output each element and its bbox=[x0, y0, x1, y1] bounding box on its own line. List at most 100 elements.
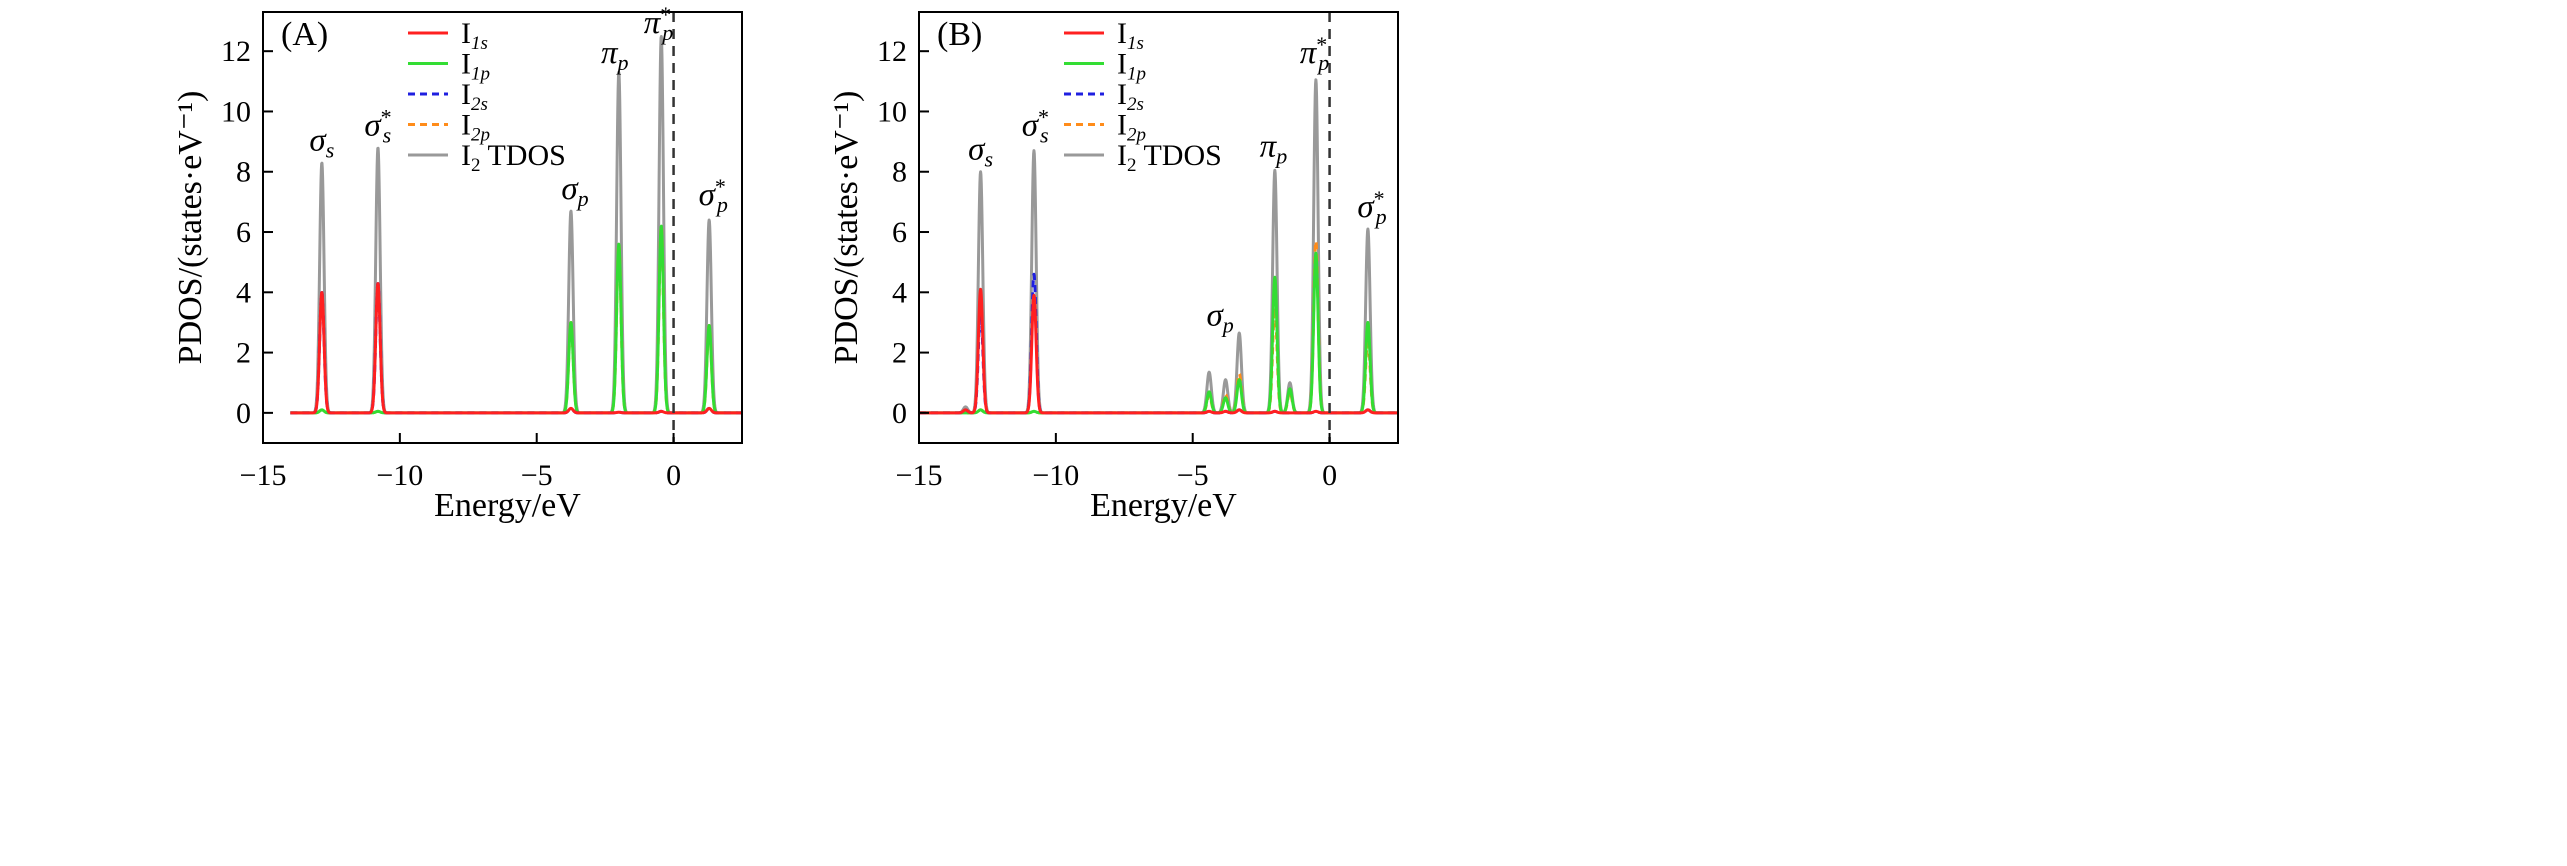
peak-label-sub: p bbox=[715, 192, 728, 217]
peak-label-star: * bbox=[715, 174, 726, 199]
panel-a: −15 −10 −5 0 0 2 4 6 8 10 12 Energy/eV PDOS/(states·… bbox=[172, 2, 743, 524]
legend-label-sub: 1p bbox=[1127, 64, 1146, 85]
peak-label-base: σ bbox=[968, 132, 986, 168]
legend-label-base: I bbox=[1117, 78, 1127, 111]
series-line-i2p bbox=[919, 239, 1398, 415]
peak-label-sub: p bbox=[576, 186, 589, 211]
x-tick-label: 0 bbox=[666, 459, 681, 492]
peak-label-sub: p bbox=[1221, 312, 1234, 337]
peak-label-sub: p bbox=[1274, 144, 1287, 169]
peak-label-sub: p bbox=[1374, 204, 1387, 229]
plot-frame bbox=[918, 11, 1399, 444]
peak-label-star: * bbox=[1374, 186, 1385, 211]
panel-b: −15 −10 −5 0 0 2 4 6 8 10 12 Energy/eV PDOS/(states·… bbox=[828, 11, 1399, 524]
legend-label-tail: TDOS bbox=[1137, 139, 1222, 172]
x-tick-label: −5 bbox=[1177, 459, 1209, 492]
peak-label: σs bbox=[968, 132, 993, 172]
y-tick-label: 8 bbox=[236, 156, 251, 189]
legend-label-base: I bbox=[1117, 17, 1127, 50]
peak-label: π* p bbox=[1300, 32, 1330, 75]
peak-label-sub: p bbox=[660, 20, 673, 45]
x-tick-label: −5 bbox=[521, 459, 553, 492]
legend-label-sub: 2 bbox=[471, 155, 481, 176]
y-tick-label: 2 bbox=[236, 337, 251, 370]
peak-label-star: * bbox=[660, 2, 671, 27]
peak-label: σ* s bbox=[364, 105, 391, 148]
peak-label-base: σ bbox=[309, 123, 327, 159]
y-tick-label: 8 bbox=[892, 156, 907, 189]
peak-label: πp bbox=[601, 35, 629, 75]
y-axis-title: PDOS/(states·eV⁻¹) bbox=[172, 91, 209, 365]
peak-label-star: * bbox=[1038, 105, 1049, 130]
peak-label-base: σ bbox=[1357, 189, 1375, 225]
legend-label-base: I bbox=[461, 78, 471, 111]
legend-label-sub: 1s bbox=[1127, 33, 1144, 54]
peak-label: σ* p bbox=[1357, 186, 1386, 229]
series-line-i1s bbox=[289, 282, 742, 415]
x-tick-label: −15 bbox=[896, 459, 943, 492]
peak-label-star: * bbox=[1316, 32, 1327, 57]
peak-label: πp bbox=[1260, 129, 1288, 169]
y-tick-label: 4 bbox=[892, 276, 907, 309]
y-tick-label: 10 bbox=[221, 95, 251, 128]
y-tick-label: 2 bbox=[892, 337, 907, 370]
peak-label-base: σ bbox=[1206, 297, 1224, 333]
peak-label-star: * bbox=[381, 105, 392, 130]
curves bbox=[919, 78, 1398, 415]
legend-label-sub: 1s bbox=[471, 33, 488, 54]
legend-label: I2 TDOS bbox=[1117, 139, 1222, 176]
x-tick-label: 0 bbox=[1322, 459, 1337, 492]
legend-label-sub: 2s bbox=[471, 94, 488, 115]
legend-label: I1p bbox=[1117, 48, 1146, 85]
legend-label: I2 TDOS bbox=[461, 139, 566, 176]
y-tick-label: 12 bbox=[877, 35, 907, 68]
y-axis-title: PDOS/(states·eV⁻¹) bbox=[828, 91, 865, 365]
peak-label: π* p bbox=[644, 2, 674, 45]
peak-label: σ* s bbox=[1022, 105, 1049, 148]
legend-label: I2s bbox=[461, 78, 488, 115]
legend-label-sub: 2p bbox=[471, 125, 490, 146]
y-tick-label: 6 bbox=[892, 216, 907, 249]
series-line-i2s bbox=[919, 272, 1398, 415]
peak-label-sub: s bbox=[326, 138, 335, 163]
curves bbox=[289, 34, 742, 415]
x-tick-label: −10 bbox=[376, 459, 423, 492]
peak-label: σp bbox=[561, 171, 588, 211]
peak-label-base: σ bbox=[364, 108, 382, 144]
series-line-i1p bbox=[919, 251, 1398, 415]
y-tick-label: 12 bbox=[221, 35, 251, 68]
peak-label-sub: p bbox=[1316, 50, 1329, 75]
plot-frame bbox=[262, 11, 743, 444]
legend-label: I1s bbox=[1117, 17, 1144, 54]
legend-label: I2p bbox=[461, 109, 490, 146]
peak-label-sub: s bbox=[1040, 123, 1049, 148]
x-axis-title: Energy/eV bbox=[1090, 487, 1237, 524]
peak-label-base: π bbox=[1260, 129, 1278, 165]
legend-label-sub: 2s bbox=[1127, 94, 1144, 115]
legend-label-sub: 2 bbox=[1127, 155, 1137, 176]
legend-label-tail: TDOS bbox=[481, 139, 566, 172]
y-tick-label: 6 bbox=[236, 216, 251, 249]
panel-label: (A) bbox=[281, 16, 328, 53]
legend-label-sub: 2p bbox=[1127, 125, 1146, 146]
peak-label-base: σ bbox=[1022, 108, 1040, 144]
peak-label-sub: p bbox=[615, 50, 628, 75]
peak-label-sub: s bbox=[383, 123, 392, 148]
peak-label-base: π bbox=[601, 35, 619, 71]
series-line-i1s bbox=[919, 287, 1398, 415]
legend-label: I2p bbox=[1117, 109, 1146, 146]
peak-label-base: π bbox=[1300, 35, 1318, 71]
legend-label-base: I bbox=[461, 48, 471, 81]
panel-label: (B) bbox=[937, 16, 982, 53]
x-axis-title: Energy/eV bbox=[434, 487, 581, 524]
peak-label: σ* p bbox=[699, 174, 728, 217]
y-tick-label: 0 bbox=[236, 397, 251, 430]
legend-label-base: I bbox=[461, 109, 471, 142]
peak-label: σs bbox=[309, 123, 334, 163]
legend-label-base: I bbox=[1117, 139, 1127, 172]
peak-label-base: σ bbox=[699, 177, 717, 213]
peak-label-base: σ bbox=[561, 171, 579, 207]
legend-label-base: I bbox=[461, 17, 471, 50]
